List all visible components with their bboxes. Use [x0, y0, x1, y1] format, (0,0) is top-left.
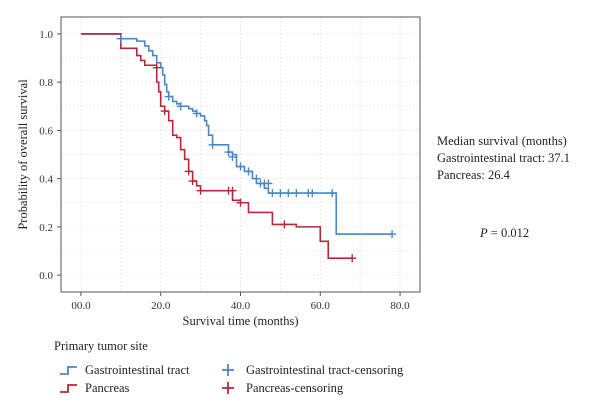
pancreas-censor-legend-icon — [222, 382, 234, 394]
legend-label: Pancreas-censoring — [246, 381, 344, 395]
pancreas-censor-mark — [160, 107, 169, 116]
gi-tract-censor-mark — [328, 189, 337, 198]
gi-tract-censor-mark — [292, 189, 301, 198]
legend: Gastrointestinal tract Gastrointestinal t… — [60, 363, 404, 395]
pancreas-censor-mark — [280, 220, 289, 229]
censor-layer — [116, 34, 397, 263]
gi-tract-censor-mark — [388, 230, 397, 239]
legend-item: Pancreas — [60, 381, 130, 395]
pancreas-censor-mark — [236, 198, 245, 207]
x-tick-label: 20.0 — [151, 300, 171, 312]
x-tick-label: 60.0 — [311, 300, 331, 312]
pancreas-survival-line — [80, 33, 353, 260]
p-value-number: = 0.012 — [488, 226, 529, 240]
p-value-annotation: P = 0.012 — [479, 226, 529, 240]
gi-tract-censor-mark — [192, 109, 201, 118]
pancreas-censor-mark — [196, 186, 205, 195]
legend-title: Primary tumor site — [54, 339, 148, 353]
gi-tract-censor-mark — [208, 140, 217, 149]
pancreas-censor-mark — [188, 177, 197, 186]
pancreas-censor-mark — [228, 186, 237, 195]
gi-tract-censor-mark — [284, 189, 293, 198]
gi-tract-censor-mark — [224, 148, 233, 157]
gi-tract-censor-mark — [244, 167, 253, 176]
grid — [61, 17, 420, 292]
p-value-symbol: P — [479, 226, 488, 240]
x-tick-label: 40.0 — [231, 300, 251, 312]
median-survival-gi: Gastrointestinal tract: 37.1 — [437, 151, 570, 165]
median-survival-pancreas: Pancreas: 26.4 — [437, 168, 511, 182]
pancreas-censor-mark — [348, 254, 357, 263]
median-survival-title: Median survival (months) — [437, 134, 567, 148]
legend-item: Pancreas-censoring — [222, 381, 344, 395]
gi-tract-censor-mark — [308, 189, 317, 198]
x-tick-label: 00.0 — [71, 300, 91, 312]
gi-tract-censor-mark — [264, 179, 273, 188]
gi-tract-censor-legend-icon — [222, 364, 234, 376]
gi-tract-censor-mark — [276, 189, 285, 198]
pancreas-censor-mark — [152, 63, 161, 72]
gi-tract-censor-mark — [268, 189, 277, 198]
series-layer — [80, 33, 393, 260]
y-axis-title: Probability of overall survival — [16, 79, 30, 230]
gi-tract-censor-mark — [236, 162, 245, 171]
y-tick-label: 0.8 — [39, 77, 53, 89]
gi-tract-censor-mark — [228, 152, 237, 161]
legend-label: Gastrointestinal tract — [85, 363, 190, 377]
gi-tract-censor-mark — [164, 92, 173, 101]
x-axis-title: Survival time (months) — [183, 314, 299, 328]
gi-tract-censor-mark — [176, 102, 185, 111]
x-tick-label: 80.0 — [390, 300, 410, 312]
pancreas-legend-swatch — [60, 384, 77, 393]
gi-tract-censor-mark — [116, 34, 125, 43]
legend-label: Gastrointestinal tract-censoring — [246, 363, 404, 377]
legend-item: Gastrointestinal tract-censoring — [222, 363, 404, 377]
y-tick-label: 0.4 — [39, 174, 53, 186]
y-tick-label: 0.0 — [39, 270, 53, 282]
gi-tract-survival-line — [80, 33, 393, 235]
y-tick-label: 0.2 — [39, 222, 53, 234]
legend-item: Gastrointestinal tract — [60, 363, 190, 377]
legend-label: Pancreas — [85, 381, 130, 395]
gi-tract-legend-swatch — [60, 366, 77, 375]
y-tick-label: 1.0 — [39, 29, 53, 41]
gi-tract-censor-mark — [252, 174, 261, 183]
axis-ticks: 00.0 20.0 40.0 60.0 80.0 0.0 0.2 0.4 0.6 0.8 1.0 — [39, 29, 410, 312]
pancreas-censor-mark — [184, 167, 193, 176]
y-tick-label: 0.6 — [39, 125, 53, 137]
